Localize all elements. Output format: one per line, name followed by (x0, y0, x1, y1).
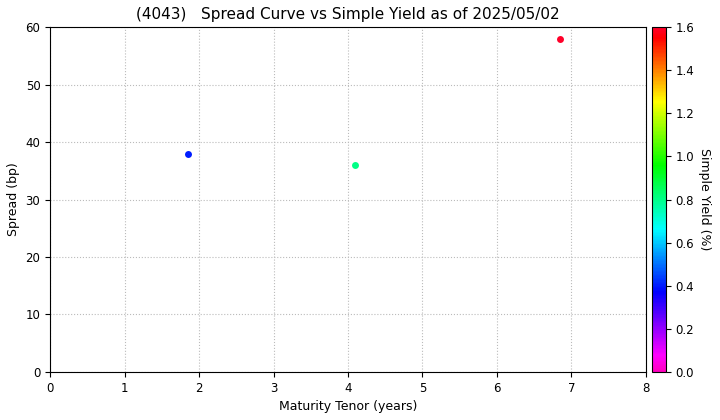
X-axis label: Maturity Tenor (years): Maturity Tenor (years) (279, 400, 417, 413)
Point (350, 162, 361, 168)
Point (554, 35, 566, 42)
Point (182, 150, 194, 157)
Title: (4043)   Spread Curve vs Simple Yield as of 2025/05/02: (4043) Spread Curve vs Simple Yield as o… (136, 7, 560, 22)
Y-axis label: Simple Yield (%): Simple Yield (%) (698, 148, 711, 251)
Y-axis label: Spread (bp): Spread (bp) (7, 163, 20, 236)
